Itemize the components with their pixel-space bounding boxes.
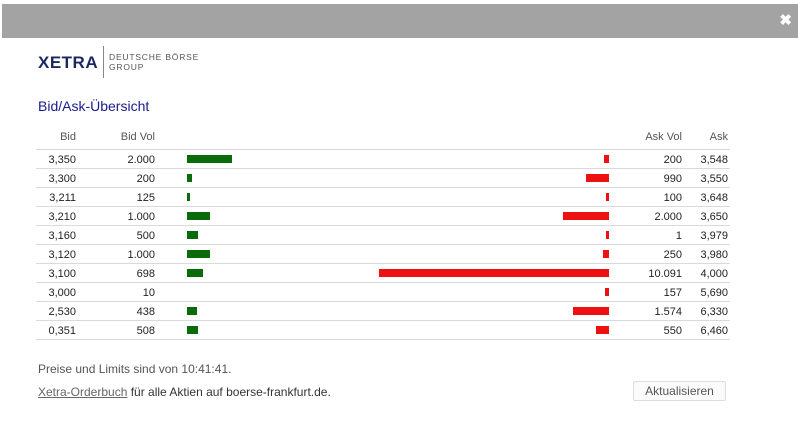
header-bid: Bid — [60, 131, 76, 143]
ask-volume-bar — [379, 269, 609, 277]
bid-cell: 3,211 — [49, 192, 76, 204]
bid-volume-bar — [187, 231, 198, 239]
ask-cell: 6,460 — [700, 325, 728, 337]
logo-subtitle-line1: DEUTSCHE BÖRSE — [109, 52, 200, 62]
bid-cell: 3,210 — [48, 211, 76, 223]
ask-vol-cell: 10.091 — [648, 268, 682, 280]
table-header: Bid Bid Vol Ask Vol Ask — [36, 128, 730, 150]
ask-vol-cell: 1.574 — [654, 306, 682, 318]
bid-vol-cell: 698 — [136, 268, 155, 280]
close-icon[interactable]: ✖ — [779, 12, 792, 29]
bid-vol-cell: 1.000 — [127, 249, 155, 261]
ask-cell: 3,979 — [700, 230, 728, 242]
table-body: 3,350 2.000 200 3,548 3,300 200 990 3,550 3,211 1… — [36, 150, 730, 340]
ask-cell: 3,548 — [700, 154, 728, 166]
ask-volume-bar — [563, 212, 609, 220]
ask-vol-cell: 250 — [663, 249, 682, 261]
bid-cell: 3,100 — [48, 268, 76, 280]
logo-subtitle: DEUTSCHE BÖRSE GROUP — [109, 52, 199, 72]
ask-vol-cell: 990 — [663, 173, 682, 185]
table-row: 3,211 125 100 3,648 — [36, 188, 730, 207]
dialog-titlebar: ✖ — [2, 4, 798, 38]
bid-volume-bar — [187, 326, 198, 334]
ask-vol-cell: 2.000 — [654, 211, 682, 223]
ask-volume-bar — [606, 193, 609, 201]
orderbook-line: Xetra-Orderbuch für alle Aktien auf boer… — [38, 385, 331, 399]
orderbook-suffix: für alle Aktien auf boerse-frankfurt.de. — [127, 385, 331, 399]
logo-wordmark: XETRA — [38, 53, 99, 72]
ask-volume-bar — [605, 288, 609, 296]
ask-cell: 5,690 — [700, 287, 728, 299]
table-row: 3,300 200 990 3,550 — [36, 169, 730, 188]
header-ask-vol: Ask Vol — [645, 131, 682, 143]
table-row: 2,530 438 1.574 6,330 — [36, 302, 730, 321]
bid-vol-cell: 508 — [136, 325, 155, 337]
table-row: 0,351 508 550 6,460 — [36, 321, 730, 340]
ask-vol-cell: 1 — [675, 230, 682, 242]
page-title: Bid/Ask-Übersicht — [38, 98, 150, 114]
table-row: 3,100 698 10.091 4,000 — [36, 264, 730, 283]
bid-cell: 3,350 — [48, 154, 76, 166]
bid-cell: 3,120 — [48, 249, 76, 261]
table-row: 3,210 1.000 2.000 3,650 — [36, 207, 730, 226]
logo-subtitle-line2: GROUP — [109, 62, 145, 72]
bid-vol-cell: 2.000 — [127, 154, 155, 166]
table-row: 3,160 500 1 3,979 — [36, 226, 730, 245]
timestamp-note: Preise und Limits sind von 10:41:41. — [38, 362, 232, 376]
ask-vol-cell: 100 — [663, 192, 682, 204]
ask-vol-cell: 200 — [663, 154, 682, 166]
ask-cell: 3,648 — [700, 192, 728, 204]
ask-cell: 3,550 — [700, 173, 728, 185]
bid-volume-bar — [187, 174, 192, 182]
logo-divider — [103, 46, 104, 78]
ask-volume-bar — [596, 326, 609, 334]
bid-volume-bar — [187, 250, 210, 258]
bid-vol-cell: 1.000 — [127, 211, 155, 223]
bid-ask-table: Bid Bid Vol Ask Vol Ask 3,350 2.000 200 3,5… — [36, 128, 730, 340]
bid-cell: 2,530 — [48, 306, 76, 318]
ask-volume-bar — [606, 231, 609, 239]
ask-volume-bar — [604, 155, 609, 163]
table-row: 3,350 2.000 200 3,548 — [36, 150, 730, 169]
ask-cell: 4,000 — [700, 268, 728, 280]
bid-volume-bar — [187, 212, 210, 220]
header-ask: Ask — [709, 131, 728, 143]
bid-vol-cell: 438 — [136, 306, 155, 318]
ask-volume-bar — [586, 174, 609, 182]
bid-cell: 3,000 — [48, 287, 76, 299]
bid-volume-bar — [187, 155, 232, 163]
table-row: 3,120 1.000 250 3,980 — [36, 245, 730, 264]
ask-volume-bar — [603, 250, 609, 258]
header-bid-vol: Bid Vol — [120, 131, 155, 143]
bid-vol-cell: 125 — [136, 192, 155, 204]
bid-volume-bar — [187, 193, 190, 201]
ask-vol-cell: 157 — [663, 287, 682, 299]
ask-cell: 3,650 — [700, 211, 728, 223]
bid-vol-cell: 10 — [142, 287, 155, 299]
ask-volume-bar — [573, 307, 609, 315]
bid-volume-bar — [187, 307, 197, 315]
bid-cell: 0,351 — [48, 325, 76, 337]
bid-volume-bar — [187, 269, 203, 277]
orderbook-link[interactable]: Xetra-Orderbuch — [38, 385, 128, 399]
bid-vol-cell: 500 — [136, 230, 155, 242]
refresh-button[interactable]: Aktualisieren — [633, 381, 726, 401]
ask-cell: 3,980 — [700, 249, 728, 261]
ask-cell: 6,330 — [700, 306, 728, 318]
bid-vol-cell: 200 — [136, 173, 155, 185]
ask-vol-cell: 550 — [663, 325, 682, 337]
bid-cell: 3,160 — [48, 230, 76, 242]
table-row: 3,000 10 157 5,690 — [36, 283, 730, 302]
bid-cell: 3,300 — [48, 173, 76, 185]
